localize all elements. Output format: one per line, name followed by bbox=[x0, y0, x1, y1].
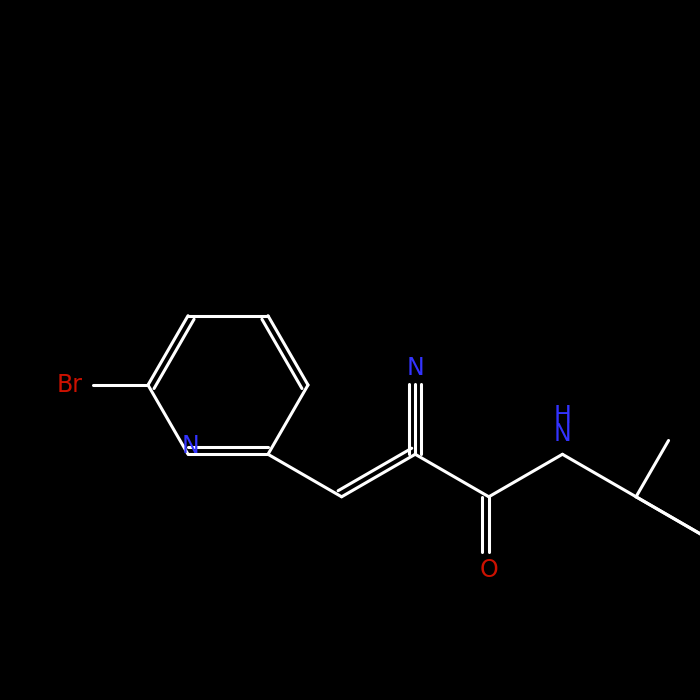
Text: N: N bbox=[554, 422, 571, 447]
Text: Br: Br bbox=[57, 373, 83, 397]
Text: H: H bbox=[554, 405, 571, 428]
Text: N: N bbox=[181, 434, 199, 458]
Text: N: N bbox=[406, 356, 424, 380]
Text: O: O bbox=[480, 558, 498, 582]
